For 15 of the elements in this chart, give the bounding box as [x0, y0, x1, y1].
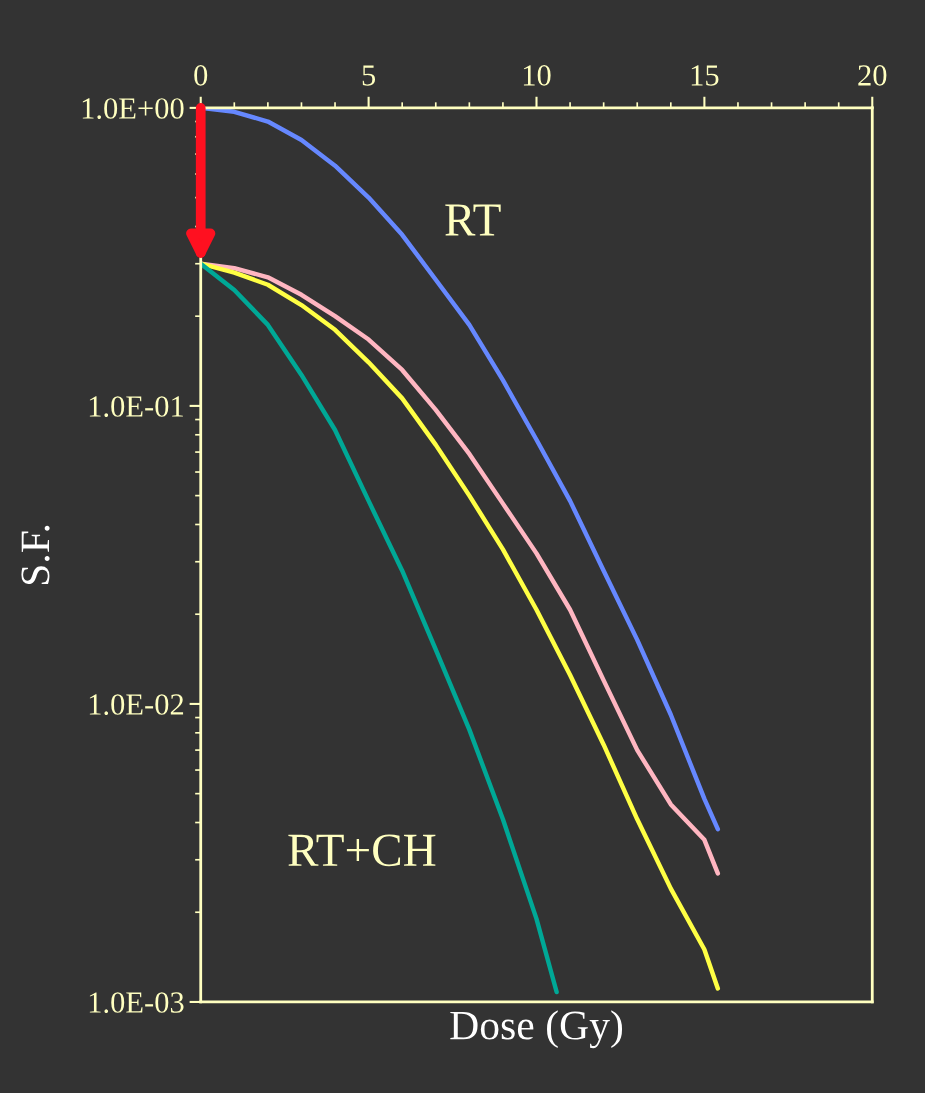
x-tick-label: 10 [523, 65, 551, 86]
y-tick-label: 1.0E-03 [89, 992, 184, 1013]
y-axis-title: S.F. [21, 525, 50, 585]
x-axis-title: Dose (Gy) [450, 1010, 623, 1049]
y-tick-label: 1.0E-02 [89, 694, 184, 715]
line-series [200, 261, 721, 991]
x-tick-label: 20 [858, 65, 887, 86]
y-tick-label: 1.0E+00 [82, 98, 184, 119]
x-tick-label: 5 [362, 65, 376, 86]
annotation: RT [445, 204, 501, 236]
y-tick-label: 1.0E-01 [89, 396, 183, 417]
annotation: RT+CH [288, 834, 436, 867]
x-tick-label: 0 [194, 65, 208, 86]
x-tick-label: 15 [691, 65, 719, 86]
line-series [200, 261, 559, 995]
